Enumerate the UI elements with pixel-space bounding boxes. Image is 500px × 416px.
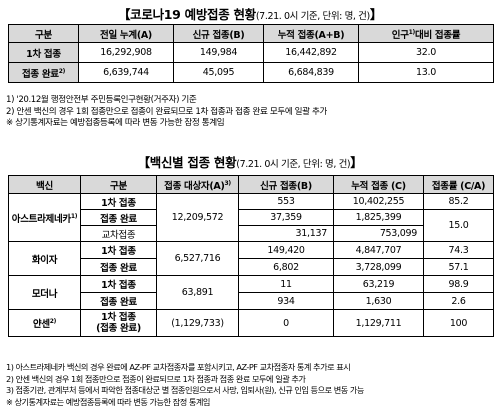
row-label: 1차 접종 [80, 193, 157, 210]
cell-new: 31,137 [238, 225, 334, 242]
cell-rate: 15.0 [423, 209, 494, 242]
header-new: 신규 접종(B) [238, 175, 334, 194]
table-row-moderna-first: 모더나 1차 접종 63,891 11 63,219 98.9 [8, 275, 494, 310]
cell-rate: 2.6 [423, 292, 494, 310]
cell-new: 553 [238, 193, 334, 210]
cell-new: 45,095 [173, 62, 264, 83]
cell-rate: 100 [423, 309, 494, 337]
cell-target: 6,527,716 [156, 241, 239, 276]
header-rate: 접종률 (C/A) [423, 175, 494, 194]
cell-new: 149,420 [238, 241, 334, 259]
cell-total: 6,684,839 [263, 62, 359, 83]
footnote: 2) 안센 백신의 경우 1회 접종만으로 접종이 완료되므로 1차 접종과 접… [6, 106, 328, 117]
cell-total: 3,728,099 [333, 258, 424, 276]
footnote: ※ 상기통계자료는 예방접종등록에 따라 변동 가능한 잠정 통계임 [6, 396, 210, 407]
row-label: 1차 접종 (접종 완료) [80, 309, 157, 337]
cell-prev: 16,292,908 [78, 42, 174, 63]
table-row-az-cross: 교차접종 31,137 753,099 [9, 225, 494, 242]
vaccine-name-moderna: 모더나 [8, 275, 81, 310]
cell-new: 37,359 [238, 209, 334, 226]
footnote: 3) 접종기관, 관계부처 등에서 파악한 접종대상군 별 접종인원으로서 사망… [6, 385, 364, 395]
table-row-az-first: 아스트라제네카1) 1차 접종 12,209,572 553 10,402,25… [8, 193, 494, 242]
footnote: 1) '20.12월 행정안전부 주민등록인구현황(거주자) 기준 [6, 95, 197, 105]
vaccine-name-az: 아스트라제네카1) [8, 193, 81, 242]
cell-rate: 98.9 [423, 275, 494, 293]
cell-rate: 57.1 [423, 258, 494, 276]
cell-new: 11 [238, 275, 334, 293]
footnote: 2) 안센 백신의 경우 1회 접종만으로 접종이 완료되므로 1차 접종과 접… [6, 373, 306, 384]
cell-total: 753,099 [333, 225, 424, 242]
cell-target: 12,209,572 [156, 193, 239, 242]
title-main: 【백신별 접종 현황 [137, 155, 237, 170]
title-main: 【코로나19 예방접종 현황 [117, 7, 256, 22]
table-row-moderna-done: 접종 완료 934 1,630 2.6 [9, 292, 494, 310]
title-close: 】 [369, 7, 383, 22]
vaccine-name-janssen: 얀센2) [8, 309, 81, 337]
footnotes-breakdown: 1) 아스트라제네카 백신의 경우 완료에 AZ-PF 교차접종자를 포함시키고… [6, 362, 364, 408]
footnote: 1) 아스트라제네카 백신의 경우 완료에 AZ-PF 교차접종자를 포함시키고… [6, 362, 351, 372]
header-target: 접종 대상자(A)3) [156, 175, 239, 194]
cell-new: 0 [238, 309, 334, 337]
table-row-pfizer-first: 화이자 1차 접종 6,527,716 149,420 4,847,707 74… [8, 241, 494, 276]
title-sub: (7.21. 0시 기준, 단위: 명, 건) [255, 11, 370, 22]
cell-new: 934 [238, 292, 334, 310]
cell-new: 6,802 [238, 258, 334, 276]
cell-new: 149,984 [173, 42, 264, 63]
table-row-janssen: 얀센2) 1차 접종 (접종 완료) (1,129,733) 0 1,129,71… [8, 309, 494, 337]
row-label: 1차 접종 [80, 241, 157, 259]
vaccination-summary-table: 구분 전일 누계(A) 신규 접종(B) 누적 접종(A+B) 인구1)대비 접… [8, 24, 494, 83]
row-label: 접종 완료 [80, 258, 157, 276]
title-sub: (7.21. 0시 기준, 단위: 명, 건) [236, 159, 351, 170]
table-header-row: 구분 전일 누계(A) 신규 접종(B) 누적 접종(A+B) 인구1)대비 접… [8, 24, 494, 43]
cell-rate: 85.2 [423, 193, 494, 210]
cell-total: 1,129,711 [333, 309, 424, 337]
cell-total: 16,442,892 [263, 42, 359, 63]
vaccine-breakdown-table: 백신 구분 접종 대상자(A)3) 신규 접종(B) 누적 접종 (C) 접종률… [8, 175, 494, 337]
header-category: 구분 [8, 24, 79, 43]
cell-total: 63,219 [333, 275, 424, 293]
row-label: 교차접종 [80, 225, 157, 242]
page-title-by-vaccine: 【백신별 접종 현황(7.21. 0시 기준, 단위: 명, 건)】 [0, 152, 500, 171]
cell-target: 63,891 [156, 275, 239, 310]
header-rate: 인구1)대비 접종률 [358, 24, 494, 43]
table-header-row: 백신 구분 접종 대상자(A)3) 신규 접종(B) 누적 접종 (C) 접종률… [8, 175, 494, 194]
cell-total: 1,630 [333, 292, 424, 310]
header-new: 신규 접종(B) [173, 24, 264, 43]
header-cumulative: 누적 접종(A+B) [263, 24, 359, 43]
row-label: 접종 완료 [80, 209, 157, 226]
footnote: ※ 상기통계자료는 예방접종등록에 따라 변동 가능한 잠정 통계임 [6, 118, 225, 129]
row-label: 접종 완료2) [8, 62, 79, 83]
header-prev-total: 전일 누계(A) [78, 24, 174, 43]
table-row-completed: 접종 완료2) 6,639,744 45,095 6,684,839 13.0 [8, 62, 494, 83]
table-row-pfizer-done: 접종 완료 6,802 3,728,099 57.1 [9, 258, 494, 276]
cell-rate: 74.3 [423, 241, 494, 259]
cell-total: 10,402,255 [333, 193, 424, 210]
cell-rate: 32.0 [358, 42, 494, 63]
table-row-first-dose: 1차 접종 16,292,908 149,984 16,442,892 32.0 [8, 42, 494, 63]
cell-prev: 6,639,744 [78, 62, 174, 83]
header-cumulative: 누적 접종 (C) [333, 175, 424, 194]
title-close: 】 [350, 155, 363, 170]
footnotes-summary: 1) '20.12월 행정안전부 주민등록인구현황(거주자) 기준 2) 안센 … [6, 95, 327, 130]
row-label: 1차 접종 [80, 275, 157, 293]
vaccine-name-pfizer: 화이자 [8, 241, 81, 276]
cell-total: 4,847,707 [333, 241, 424, 259]
cell-total: 1,825,399 [333, 209, 424, 226]
cell-rate: 13.0 [358, 62, 494, 83]
header-category: 구분 [80, 175, 157, 194]
row-label: 1차 접종 [8, 42, 79, 63]
header-vaccine: 백신 [8, 175, 81, 194]
cell-target: (1,129,733) [156, 309, 239, 337]
row-label: 접종 완료 [80, 292, 157, 310]
table-row-az-done: 접종 완료 37,359 1,825,399 15.0 [9, 209, 494, 242]
page-title-vaccination-status: 【코로나19 예방접종 현황(7.21. 0시 기준, 단위: 명, 건)】 [0, 4, 500, 23]
